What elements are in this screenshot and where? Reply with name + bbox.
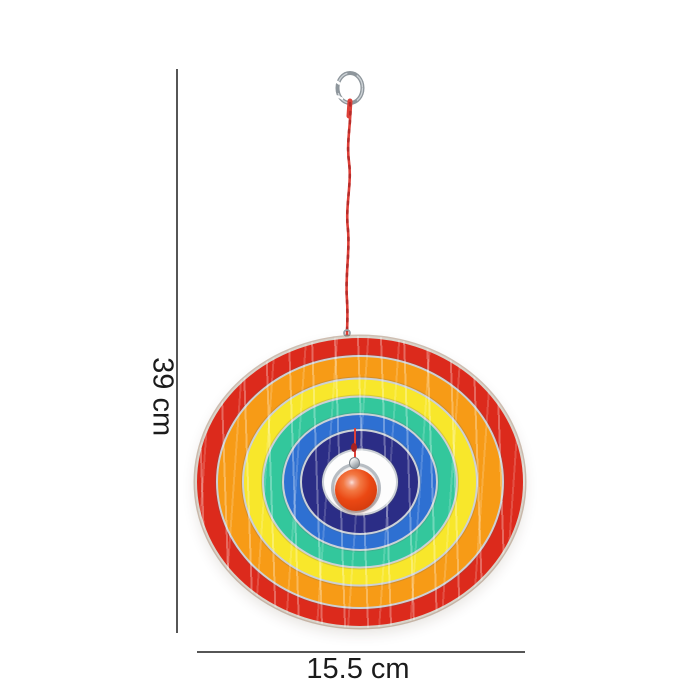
pendulum-assembly bbox=[195, 336, 525, 628]
glass-ball bbox=[335, 469, 377, 511]
hanging-ring-highlight bbox=[336, 72, 364, 104]
metal-bead bbox=[349, 457, 360, 469]
height-dimension-label: 39 cm bbox=[146, 357, 179, 437]
width-dimension-label: 15.5 cm bbox=[306, 653, 410, 685]
hanging-cord-braid bbox=[345, 101, 352, 337]
ring-split-gap bbox=[333, 78, 341, 86]
width-dimension-line bbox=[197, 651, 525, 653]
suncatcher-disc bbox=[195, 336, 525, 628]
pendulum-cord-knot bbox=[351, 443, 357, 452]
height-dimension-line bbox=[176, 69, 178, 633]
ring-split-gap bbox=[336, 95, 344, 100]
